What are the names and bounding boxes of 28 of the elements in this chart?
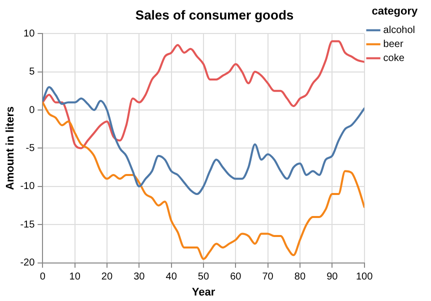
legend-label: alcohol <box>383 24 416 36</box>
y-axis-title: Amount in liters <box>4 106 17 190</box>
x-tick-label: 100 <box>356 272 374 283</box>
y-tick-label: -10 <box>20 181 36 192</box>
y-tick-label: 10 <box>24 28 36 40</box>
line-series <box>42 101 364 260</box>
legend-title: category <box>372 6 418 18</box>
x-tick-label: 40 <box>166 272 178 283</box>
x-tick-label: 80 <box>294 272 306 283</box>
y-tick-label: 0 <box>29 104 36 116</box>
y-tick-label: -20 <box>20 258 36 269</box>
line-series <box>42 40 364 150</box>
x-tick-label: 50 <box>198 272 210 283</box>
line-series <box>42 86 364 196</box>
x-tick-label: 10 <box>69 272 81 283</box>
x-tick-label: 0 <box>40 272 46 283</box>
x-tick-label: 70 <box>262 272 274 283</box>
legend-label: coke <box>383 52 405 64</box>
x-tick-label: 60 <box>230 272 242 283</box>
x-tick-label: 30 <box>134 272 146 283</box>
x-axis-title: Year <box>192 286 216 298</box>
x-tick-label: 20 <box>101 272 113 283</box>
y-tick-label: -15 <box>20 219 36 230</box>
y-tick-label: 5 <box>29 66 36 78</box>
x-tick-label: 90 <box>326 272 338 283</box>
y-tick-label: -5 <box>26 142 36 154</box>
legend-label: beer <box>383 38 404 50</box>
chart-title: Sales of consumer goods <box>135 7 294 22</box>
